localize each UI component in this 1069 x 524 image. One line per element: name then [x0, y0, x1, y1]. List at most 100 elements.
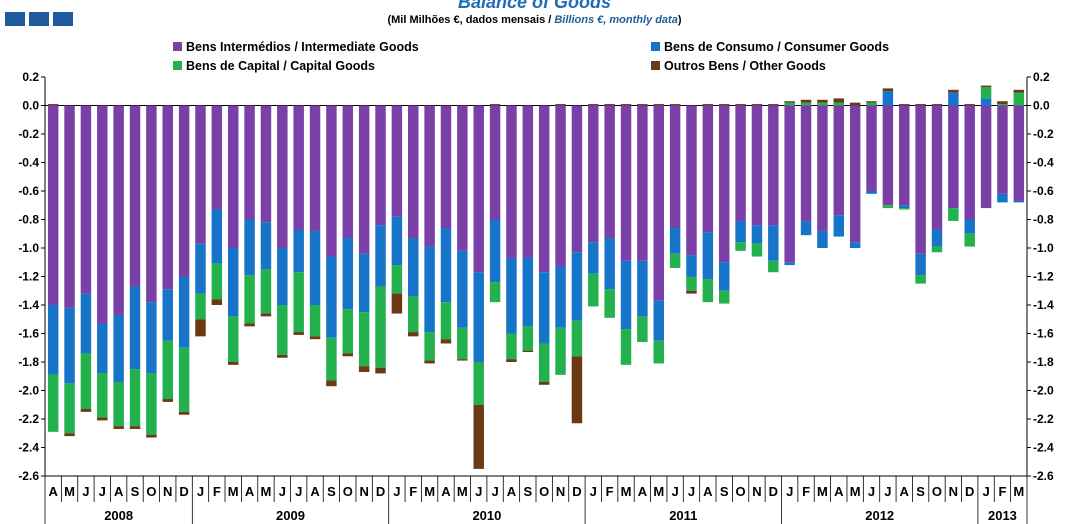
month-label: M	[1013, 484, 1024, 499]
logo-square	[5, 12, 25, 26]
bar-consumer	[768, 225, 779, 261]
bar-other	[113, 426, 124, 429]
bar-consumer	[195, 243, 206, 294]
bar-other	[538, 381, 550, 385]
bar-other	[620, 104, 632, 106]
bar-consumer	[866, 191, 877, 194]
bar-consumer	[817, 230, 828, 248]
bar-intermediate	[882, 105, 894, 206]
legend-other: Outros Bens / Other Goods	[651, 59, 826, 73]
bar-intermediate	[702, 105, 714, 233]
bar-other	[964, 104, 975, 106]
month-label: O	[736, 484, 746, 499]
bar-consumer	[637, 260, 648, 317]
bar-other	[489, 104, 501, 106]
bar-capital	[227, 316, 239, 362]
bar-consumer	[489, 219, 501, 283]
y-tick-label-left: -1.2	[18, 270, 39, 284]
month-label: J	[82, 484, 89, 499]
logo-square	[29, 12, 49, 26]
bar-other	[244, 323, 255, 327]
bar-intermediate	[162, 105, 173, 290]
bar-other	[195, 319, 206, 337]
bar-capital	[588, 273, 599, 307]
bar-capital	[342, 309, 354, 354]
month-label: O	[539, 484, 549, 499]
bar-other	[391, 293, 403, 314]
bar-other	[768, 104, 779, 106]
bar-consumer	[326, 256, 337, 338]
bar-other	[260, 313, 272, 317]
bar-consumer	[899, 205, 910, 209]
y-tick-label-right: -1.2	[1033, 270, 1054, 284]
y-tick-label-right: -0.8	[1033, 213, 1054, 227]
bar-other	[555, 104, 566, 106]
month-label: F	[606, 484, 614, 499]
bar-consumer	[260, 222, 272, 270]
bar-capital	[293, 272, 304, 333]
bar-intermediate	[768, 105, 779, 226]
bar-capital	[195, 293, 206, 320]
bar-intermediate	[244, 105, 255, 220]
logo-square	[53, 12, 73, 26]
month-label: O	[146, 484, 156, 499]
y-tick-label-left: -0.2	[18, 127, 39, 141]
subtitle-end: )	[677, 14, 682, 26]
bar-intermediate	[391, 105, 403, 217]
bar-capital	[653, 340, 664, 364]
bar-consumer	[227, 248, 239, 317]
y-tick-label-right: -1.6	[1033, 327, 1054, 341]
month-label: A	[507, 484, 517, 499]
y-tick-label-right: -2.4	[1033, 441, 1054, 455]
bar-intermediate	[637, 105, 648, 261]
bar-capital	[244, 275, 255, 324]
month-label: J	[475, 484, 482, 499]
month-label: N	[163, 484, 172, 499]
bar-consumer	[669, 228, 681, 254]
subtitle-pt: (Mil Milhões €, dados mensais /	[387, 14, 555, 26]
month-label: D	[179, 484, 188, 499]
bar-consumer	[211, 209, 223, 264]
bar-capital	[718, 290, 730, 304]
y-tick-label-right: -2.6	[1033, 469, 1054, 483]
bar-intermediate	[375, 105, 386, 226]
bar-other	[948, 89, 959, 93]
y-tick-label-left: -2.4	[18, 441, 39, 455]
bar-capital	[178, 347, 190, 412]
bar-capital	[997, 104, 1008, 106]
bar-other	[866, 101, 877, 103]
month-label: J	[688, 484, 695, 499]
legend-label-other: Outros Bens / Other Goods	[664, 59, 826, 73]
month-label: A	[638, 484, 648, 499]
subtitle-en: Billions €, monthly data	[554, 14, 678, 26]
bar-consumer	[375, 225, 386, 287]
bar-capital	[899, 208, 910, 210]
bar-capital	[948, 208, 959, 221]
bar-capital	[817, 102, 828, 106]
month-label: M	[457, 484, 468, 499]
month-label: M	[653, 484, 664, 499]
year-label: 2010	[472, 508, 501, 523]
bar-intermediate	[735, 105, 746, 221]
bar-intermediate	[931, 105, 943, 230]
bar-intermediate	[899, 105, 910, 206]
y-tick-label-left: -2.0	[18, 384, 39, 398]
month-label: M	[261, 484, 272, 499]
bar-other	[702, 104, 714, 106]
bar-capital	[571, 320, 583, 357]
bar-capital	[555, 327, 566, 375]
month-label: N	[752, 484, 761, 499]
bar-other	[751, 104, 763, 106]
bar-other	[326, 380, 337, 387]
y-tick-label-right: -1.8	[1033, 355, 1054, 369]
bar-other	[64, 433, 75, 437]
month-label: O	[932, 484, 942, 499]
bar-consumer	[506, 257, 517, 334]
bar-consumer	[702, 232, 714, 280]
bar-intermediate	[817, 105, 828, 231]
bar-consumer	[948, 92, 959, 106]
month-label: J	[982, 484, 989, 499]
bar-other	[375, 367, 386, 374]
bar-capital	[915, 275, 926, 284]
bar-consumer	[293, 229, 304, 273]
